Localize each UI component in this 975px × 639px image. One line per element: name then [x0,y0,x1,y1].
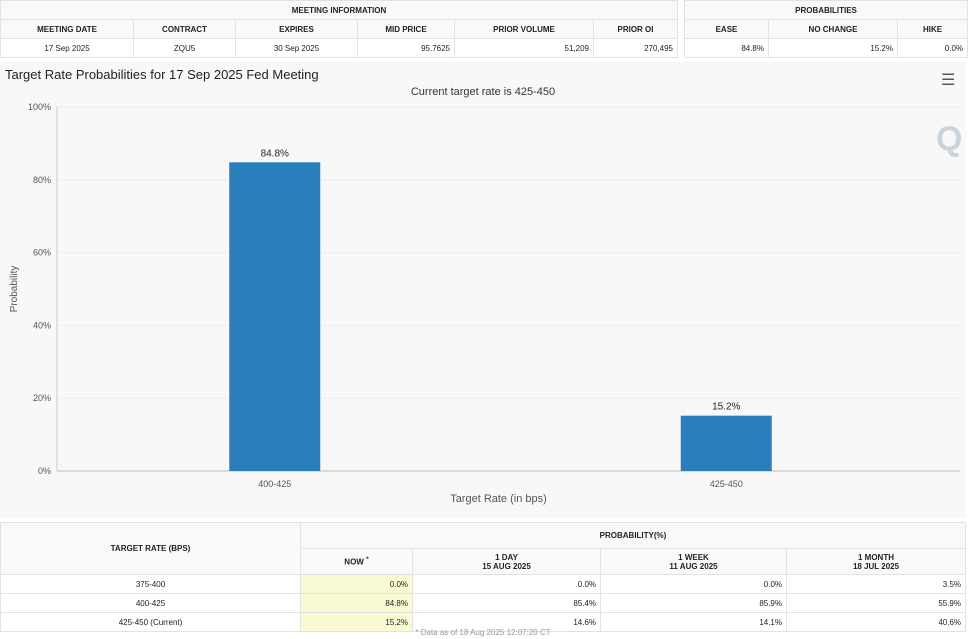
logo-icon: Q [936,120,962,158]
bar[interactable] [229,162,321,471]
data-label: 15.2% [712,402,740,413]
hamburger-icon[interactable]: ☰ [941,72,956,89]
y-tick-label: 100% [28,102,51,112]
prob-cell: 0.0% [600,574,787,594]
prob-cell: 55.9% [786,593,966,613]
col-header: NO CHANGE [768,19,898,39]
period-header: NOW * [300,548,413,575]
ease-value: 84.8% [684,38,769,58]
period-header: 1 DAY 15 AUG 2025 [412,548,601,575]
mid-price: 95.7625 [357,38,455,58]
y-tick-label: 20% [33,393,51,403]
rate-cell: 425-450 (Current) [0,612,301,632]
col-header: EXPIRES [235,19,358,39]
col-header: PRIOR OI [593,19,678,39]
meeting-date: 17 Sep 2025 [0,38,134,58]
y-tick-label: 0% [38,466,51,476]
x-tick-label: 425-450 [710,479,743,489]
period-date: 15 AUG 2025 [482,561,531,571]
y-tick-label: 80% [33,175,51,185]
y-tick-label: 60% [33,248,51,258]
period-header: 1 MONTH 18 JUL 2025 [786,548,966,575]
col-header: MID PRICE [357,19,455,39]
contract: ZQU5 [133,38,236,58]
period-header: 1 WEEK 11 AUG 2025 [600,548,787,575]
prob-cell: 84.8% [300,593,413,613]
table-row: 375-400 0.0% 0.0% 0.0% 3.5% [0,574,966,594]
period-date: 11 AUG 2025 [669,561,718,571]
chart-panel: Target Rate Probabilities for 17 Sep 202… [0,62,966,518]
period-label: 1 MONTH [858,552,894,562]
bar[interactable] [680,415,772,471]
rate-cell: 375-400 [0,574,301,594]
footnote: * Data as of 18 Aug 2025 12:07:20 CT [415,628,551,637]
hike-value: 0.0% [897,38,968,58]
chart-title: Target Rate Probabilities for 17 Sep 202… [5,67,319,82]
asterisk: * [366,556,369,564]
col-header: EASE [684,19,769,39]
meeting-info-table: MEETING INFORMATION MEETING DATE CONTRAC… [0,0,678,58]
prior-volume: 51,209 [454,38,594,58]
table-row: 425-450 (Current) 15.2% 14.6% 14.1% 40.6% [0,612,966,632]
col-header: CONTRACT [133,19,236,39]
chart-subtitle: Current target rate is 425-450 [410,86,556,98]
prior-oi: 270,495 [593,38,678,58]
expires: 30 Sep 2025 [235,38,358,58]
prob-cell: 0.0% [300,574,413,594]
col-header: HIKE [897,19,968,39]
period-label: NOW [344,557,364,567]
y-axis-title: Probability [9,266,20,313]
meeting-info-title: MEETING INFORMATION [0,0,678,20]
prob-cell: 85.4% [412,593,601,613]
x-tick-label: 400-425 [258,479,291,489]
y-tick-label: 40% [33,320,51,330]
period-label: 1 DAY [495,552,518,562]
prob-cell: 14.1% [600,612,787,632]
chart-svg: Q 0% 20% 40% 60% 80% 100% 84.8% 400-425 15.2% 425… [9,102,962,505]
table-row: 400-425 84.8% 85.4% 85.9% 55.9% [0,593,966,613]
prob-cell: 3.5% [786,574,966,594]
x-axis-title: Target Rate (in bps) [450,493,547,505]
period-date: 18 JUL 2025 [852,561,900,571]
probability-group-header: PROBABILITY(%) [300,522,966,549]
data-label: 84.8% [261,148,289,159]
prob-cell: 85.9% [600,593,787,613]
period-label: 1 WEEK [678,552,709,562]
col-header: PRIOR VOLUME [454,19,594,39]
probability-table: TARGET RATE (BPS) PROBABILITY(%) NOW * 1 … [0,522,966,632]
col-header: MEETING DATE [0,19,134,39]
no-change-value: 15.2% [768,38,898,58]
prob-cell: 15.2% [300,612,413,632]
prob-cell: 40.6% [786,612,966,632]
rate-cell: 400-425 [0,593,301,613]
probabilities-table: PROBABILITIES EASE NO CHANGE HIKE 84.8% … [684,0,968,58]
prob-cell: 0.0% [412,574,601,594]
target-rate-header: TARGET RATE (BPS) [0,522,301,575]
probabilities-title: PROBABILITIES [684,0,968,20]
